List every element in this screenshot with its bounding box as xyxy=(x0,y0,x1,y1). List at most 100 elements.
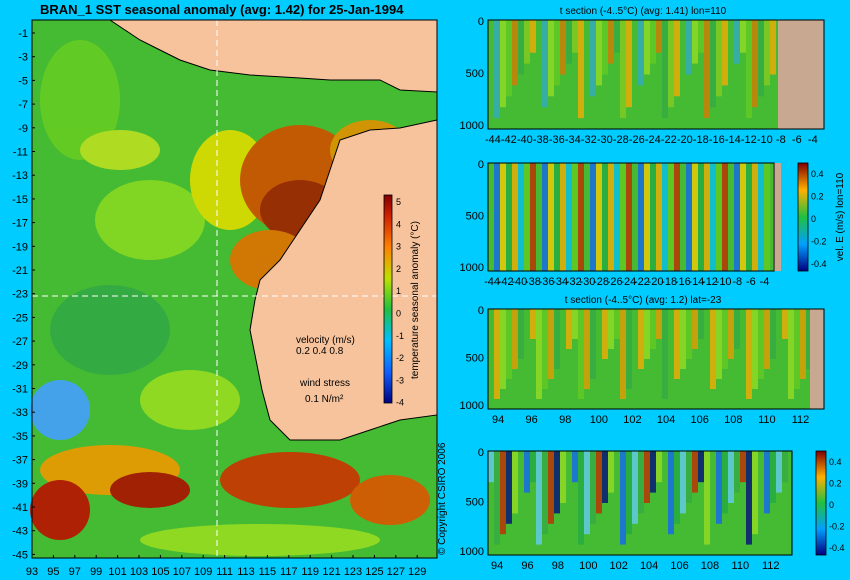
map-lat-tick: -27 xyxy=(12,336,28,348)
section-cell xyxy=(620,451,626,545)
section-cell xyxy=(506,451,512,524)
map-lat-tick: -33 xyxy=(12,407,28,419)
map-colorbar-tick: 1 xyxy=(396,286,401,296)
section-cell xyxy=(530,309,536,339)
section-y-tick: 500 xyxy=(466,68,484,80)
section-cell xyxy=(626,451,632,535)
map-colorbar-tick: 3 xyxy=(396,242,401,252)
section-cell xyxy=(548,163,554,271)
section-cell xyxy=(614,20,620,53)
section-cell xyxy=(752,309,758,389)
section-cell xyxy=(560,20,566,75)
section-cell xyxy=(656,451,662,483)
section-cell xyxy=(782,451,788,483)
section-cell xyxy=(800,309,806,379)
velocity-colorbar-tick: 0.2 xyxy=(829,479,842,489)
section-side-label: vel. E (m/s) lon=110 xyxy=(835,172,846,261)
section-cell xyxy=(662,163,668,271)
section-x-tick: 102 xyxy=(610,560,628,572)
section-cell xyxy=(746,451,752,545)
wind-stress-scale: 0.1 N/m² xyxy=(305,394,344,405)
section-x-tick: 100 xyxy=(590,414,608,426)
section-cell xyxy=(734,451,740,493)
section-cell xyxy=(716,451,722,524)
section-cell xyxy=(548,20,554,97)
section-cell xyxy=(584,451,590,535)
section-cell xyxy=(704,451,710,545)
section-cell xyxy=(602,309,608,359)
section-cell xyxy=(596,451,602,514)
section-x-tick: -40 xyxy=(511,276,527,288)
section-x-tick: 102 xyxy=(623,414,641,426)
section-cell xyxy=(710,163,716,271)
section-cell xyxy=(602,451,608,503)
velocity-colorbar-tick: -0.2 xyxy=(829,522,845,532)
section-cell xyxy=(584,20,590,108)
section-x-tick: 110 xyxy=(732,560,750,572)
section-cell xyxy=(494,309,500,399)
section-cell xyxy=(686,451,692,503)
section-cell xyxy=(530,163,536,271)
section-cell xyxy=(554,451,560,514)
section-cell xyxy=(578,309,584,399)
section-cell xyxy=(770,20,776,75)
section-x-tick: -18 xyxy=(661,276,677,288)
section-cell xyxy=(548,451,554,524)
map-lat-tick: -39 xyxy=(12,478,28,490)
section-cell xyxy=(572,20,578,53)
section-cell xyxy=(650,163,656,271)
section-x-tick: 112 xyxy=(762,560,780,572)
section-x-tick: 106 xyxy=(670,560,688,572)
section-cell xyxy=(710,451,716,535)
section-cell xyxy=(590,451,596,524)
map-colorbar-tick: 0 xyxy=(396,309,401,319)
section-cell xyxy=(656,163,662,271)
section-x-tick: -20 xyxy=(648,276,664,288)
section-cell xyxy=(518,451,524,503)
section-cell xyxy=(722,309,728,369)
section-y-tick: 500 xyxy=(466,210,484,222)
map-lat-tick: -43 xyxy=(12,526,28,538)
section-cell xyxy=(674,451,680,524)
section-panel-4: 0 500 1000 94 96 98 100 102 104 106 108 110 112 0.4 0.… xyxy=(460,447,845,572)
section-cell xyxy=(692,451,698,493)
section-x-tick: -22 xyxy=(661,134,677,146)
section-x-tick: -42 xyxy=(498,276,514,288)
section-cell xyxy=(698,163,704,271)
section-cell xyxy=(686,163,692,271)
section-cell xyxy=(596,20,602,86)
section-x-tick: 110 xyxy=(758,414,776,426)
section-cell xyxy=(554,309,560,369)
section-cell xyxy=(566,451,572,493)
section-cell xyxy=(572,163,578,271)
section-cell xyxy=(560,451,566,503)
section-cell xyxy=(632,163,638,271)
section-x-tick: 108 xyxy=(701,560,719,572)
map-lon-tick: 95 xyxy=(47,566,59,578)
section-y-tick: 0 xyxy=(478,16,484,28)
section-cell xyxy=(776,451,782,493)
section-x-tick: 96 xyxy=(521,560,533,572)
velocity-colorbar-tick: -0.4 xyxy=(829,543,845,553)
section-cell xyxy=(524,163,530,271)
map-lat-tick: -5 xyxy=(18,75,28,87)
section-cell xyxy=(758,309,764,379)
section-x-tick: -6 xyxy=(792,134,802,146)
map-colorbar-tick: 2 xyxy=(396,264,401,274)
map-anomaly-field xyxy=(30,40,430,556)
map-lon-tick: 129 xyxy=(408,566,426,578)
section-cell xyxy=(608,309,614,349)
section-x-tick: -14 xyxy=(688,276,704,288)
wind-stress-label: wind stress xyxy=(299,378,350,389)
section-cell xyxy=(752,163,758,271)
map-lon-tick: 111 xyxy=(216,566,233,578)
section-y-tick: 0 xyxy=(478,159,484,171)
section-y-tick: 1000 xyxy=(460,400,484,412)
section-cell xyxy=(596,309,602,369)
section-cell xyxy=(626,20,632,108)
section-cell xyxy=(644,163,650,271)
main-title: BRAN_1 SST seasonal anomaly (avg: 1.42) … xyxy=(40,2,404,17)
velocity-colorbar-tick: 0.4 xyxy=(811,169,824,179)
section-cell xyxy=(638,451,644,514)
section-cell xyxy=(500,451,506,535)
